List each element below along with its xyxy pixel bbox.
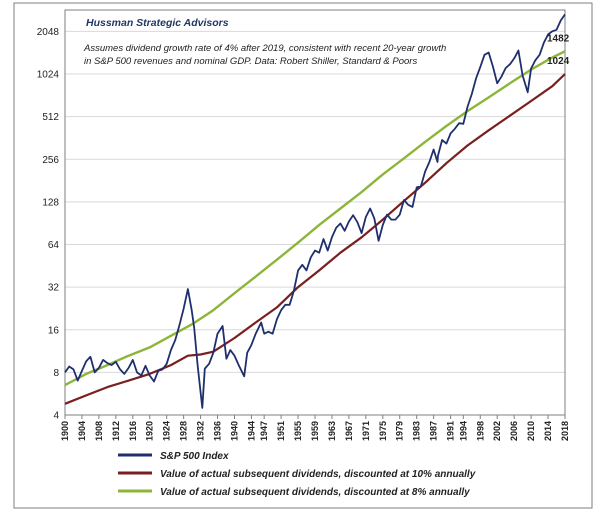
series-line-sp500	[64, 13, 566, 409]
y-axis: 4 8 16 32 64 128 256 512 1024 2048	[37, 27, 60, 422]
x-tick-label: 1967	[344, 421, 354, 441]
note-line-2: in S&P 500 revenues and nominal GDP. Dat…	[84, 56, 417, 67]
y-tick-label: 8	[53, 368, 59, 379]
y-tick-label: 4	[53, 411, 59, 422]
x-tick-label: 1920	[145, 421, 155, 441]
x-tick-label: 1971	[361, 421, 371, 441]
x-tick-label: 1908	[94, 421, 104, 441]
series-line-div8	[64, 50, 566, 387]
x-tick-label: 2014	[543, 421, 553, 441]
x-tick-label: 1998	[475, 421, 485, 441]
x-tick-label: 2002	[492, 421, 502, 441]
y-tick-label: 128	[42, 197, 59, 208]
x-tick-label: 1975	[378, 421, 388, 441]
x-tick-label: 1983	[412, 421, 422, 441]
end-label-div10: 1024	[547, 56, 570, 67]
y-tick-label: 256	[42, 155, 59, 166]
x-tick-label: 1900	[60, 421, 70, 441]
x-tick-label: 1987	[429, 421, 439, 441]
x-tick-label: 1936	[213, 421, 223, 441]
x-tick-label: 1959	[310, 421, 320, 441]
y-tick-label: 1024	[37, 70, 60, 81]
x-tick-label: 1932	[196, 421, 206, 441]
x-tick-label: 1951	[276, 421, 286, 441]
x-tick-label: 1912	[111, 421, 121, 441]
x-tick-label: 1940	[229, 421, 239, 441]
legend: S&P 500 Index Value of actual subsequent …	[118, 451, 476, 498]
chart-border	[13, 2, 593, 509]
note-line-1: Assumes dividend growth rate of 4% after…	[83, 43, 446, 54]
y-tick-label: 16	[48, 325, 60, 336]
x-tick-label: 1991	[446, 421, 456, 441]
x-tick-label: 1979	[395, 421, 405, 441]
end-label-div8: 1482	[547, 33, 570, 44]
legend-label-sp500: S&P 500 Index	[160, 451, 229, 462]
y-tick-label: 2048	[37, 27, 60, 38]
x-tick-label: 1955	[293, 421, 303, 441]
x-tick-label: 1916	[128, 421, 138, 441]
x-tick-label: 1928	[179, 421, 189, 441]
x-tick-label: 2010	[526, 421, 536, 441]
series-lines	[64, 13, 566, 409]
y-tick-label: 32	[48, 283, 60, 294]
end-labels: 1482 1024	[547, 33, 570, 67]
x-tick-label: 1994	[458, 421, 468, 441]
source-label: Hussman Strategic Advisors	[86, 17, 229, 29]
legend-label-div10: Value of actual subsequent dividends, di…	[160, 469, 476, 480]
x-tick-label: 2006	[509, 421, 519, 441]
x-tick-label: 2018	[560, 421, 570, 441]
x-tick-label: 1944	[246, 421, 256, 441]
y-tick-label: 512	[42, 112, 59, 123]
x-tick-label: 1904	[77, 421, 87, 441]
x-axis: 1900 1904 1908 1912 1916 1920 1924 1928 1932 1936…	[60, 415, 570, 441]
series-line-div10	[64, 73, 566, 405]
x-tick-label: 1963	[327, 421, 337, 441]
x-tick-label: 1924	[162, 421, 172, 441]
x-tick-label: 1947	[259, 421, 269, 441]
legend-label-div8: Value of actual subsequent dividends, di…	[160, 487, 470, 498]
y-tick-label: 64	[48, 240, 60, 251]
